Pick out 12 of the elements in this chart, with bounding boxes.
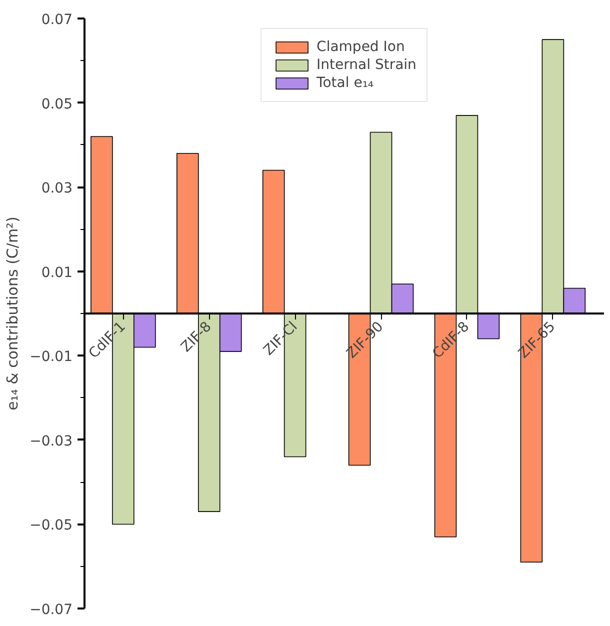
legend-label: Clamped Ion: [316, 39, 405, 55]
y-tick-label: −0.05: [30, 518, 73, 534]
legend-label: Internal Strain: [316, 57, 416, 73]
y-tick-label: 0.01: [41, 264, 72, 281]
y-tick-label: −0.03: [30, 433, 73, 450]
y-axis-title: e₁₄ & contributions (C/m²): [4, 216, 22, 410]
y-tick-label: −0.01: [30, 349, 73, 366]
y-tick-label: −0.07: [30, 602, 73, 618]
legend-label: Total e₁₄: [316, 75, 374, 91]
y-tick-label: 0.05: [41, 96, 72, 112]
y-tick-label: 0.03: [41, 180, 72, 197]
y-tick-label: 0.07: [41, 12, 72, 28]
